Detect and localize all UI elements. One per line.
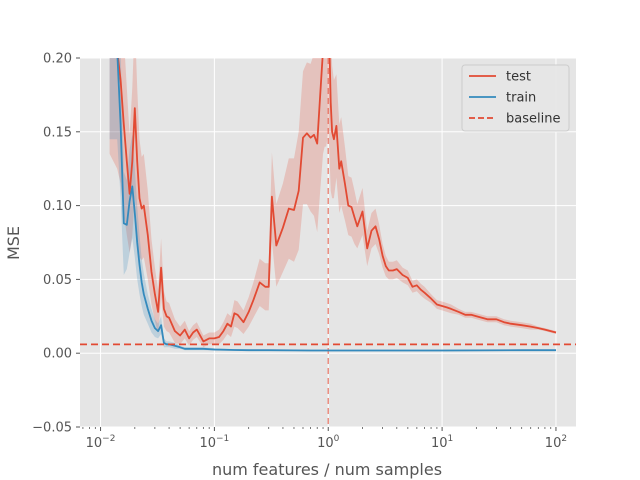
x-tick-label: 10−2 <box>86 434 116 451</box>
test-line <box>117 58 557 343</box>
x-tick-base: 10 <box>86 436 103 451</box>
y-tick-label: −0.05 <box>32 421 72 436</box>
legend-label-baseline: baseline <box>506 112 560 127</box>
x-tick-exponent: 2 <box>561 434 567 444</box>
test-confidence-band <box>109 58 556 348</box>
train-line <box>116 58 556 352</box>
x-axis-ticks: 10−2 10−1 100 101 102 <box>82 427 567 451</box>
y-tick-label: 0.20 <box>43 52 72 67</box>
plot-area <box>80 57 576 428</box>
x-tick-base: 10 <box>431 436 448 451</box>
legend-label-train: train <box>506 91 536 106</box>
x-tick-label: 102 <box>545 434 567 451</box>
x-tick-label: 101 <box>431 434 453 451</box>
x-tick-exponent: 1 <box>448 434 454 444</box>
plot-content <box>80 58 576 427</box>
y-tick-label: 0.10 <box>43 199 72 214</box>
x-tick-exponent: −1 <box>216 434 229 444</box>
x-tick-exponent: 0 <box>334 434 340 444</box>
legend: test train baseline <box>461 64 570 132</box>
x-tick-exponent: −2 <box>102 434 115 444</box>
x-tick-base: 10 <box>199 436 216 451</box>
x-tick-label: 10−1 <box>199 434 229 451</box>
y-tick-label: 0.00 <box>43 347 72 362</box>
x-tick-label: 100 <box>317 434 340 451</box>
x-axis-label: num features / num samples <box>212 460 442 479</box>
legend-box <box>461 64 570 132</box>
x-tick-base: 10 <box>317 436 334 451</box>
y-axis-ticks: −0.05 0.00 0.05 0.10 0.15 0.20 <box>32 52 80 436</box>
train-confidence-band <box>109 58 556 352</box>
y-axis-label: MSE <box>4 226 23 260</box>
y-tick-label: 0.05 <box>43 273 72 288</box>
x-tick-base: 10 <box>545 436 562 451</box>
legend-label-test: test <box>506 70 531 85</box>
y-tick-label: 0.15 <box>43 125 72 140</box>
